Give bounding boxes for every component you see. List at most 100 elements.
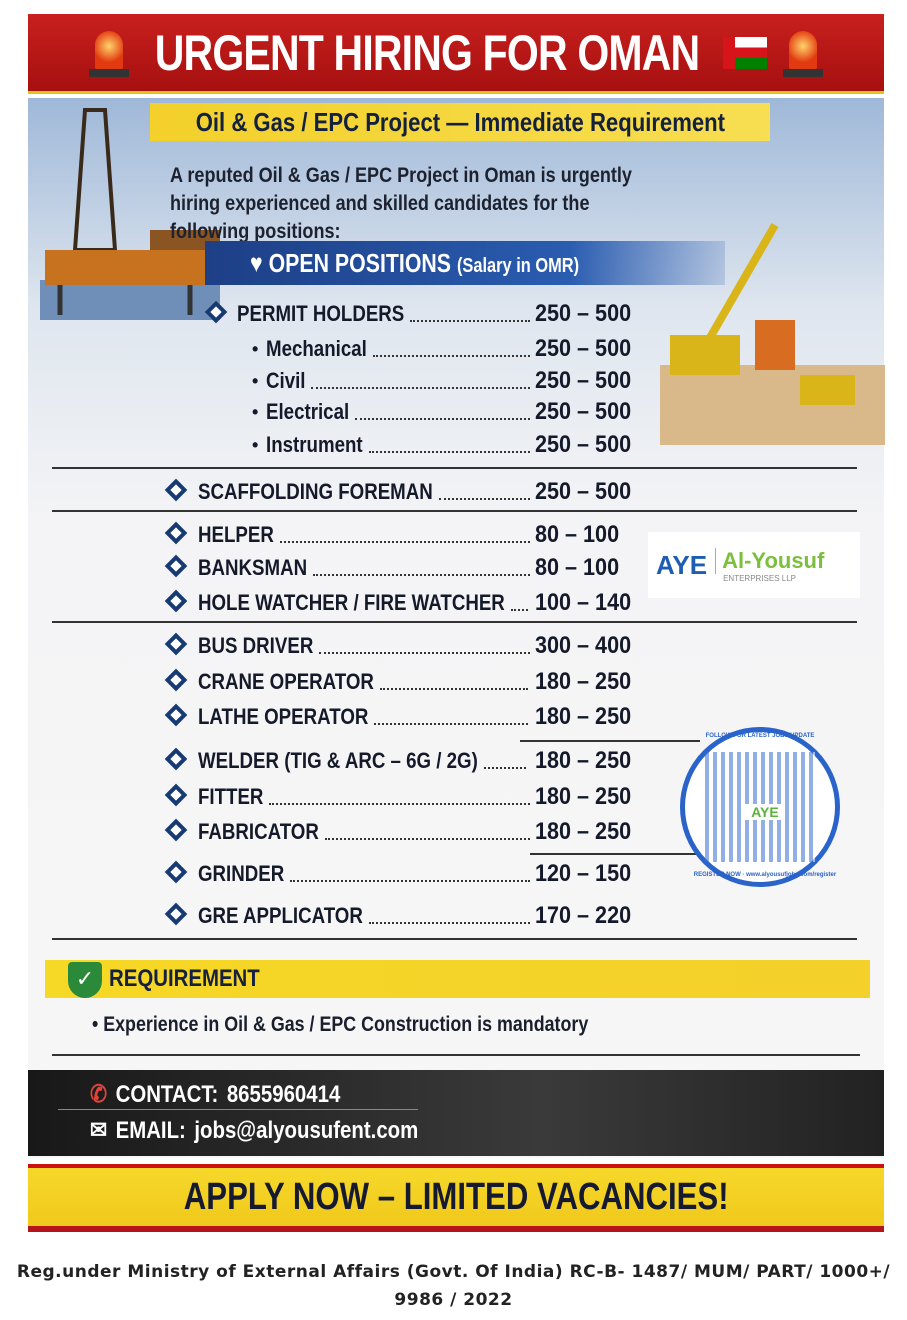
leader-dots	[269, 803, 530, 805]
qr-center-logo: AYE	[745, 804, 785, 820]
open-positions-banner: ♥ OPEN POSITIONS (Salary in OMR)	[205, 241, 725, 285]
position-title: FABRICATOR	[198, 819, 319, 844]
shield-check-icon: ✓	[68, 962, 102, 998]
oil-rig-image	[40, 108, 220, 320]
position-row: • Mechanical 250 – 500	[0, 333, 650, 365]
position-title: Mechanical	[266, 336, 367, 361]
leader-dots	[290, 880, 530, 882]
location-pin-icon: ♥	[250, 247, 269, 278]
position-row: PERMIT HOLDERS 250 – 500	[0, 298, 650, 330]
registration-footer: Reg.under Ministry of External Affairs (…	[0, 1258, 907, 1314]
bullet-icon: •	[252, 434, 259, 455]
position-salary: 180 – 250	[535, 783, 632, 810]
diamond-bullet-icon	[164, 478, 188, 502]
position-title: GRINDER	[198, 861, 285, 886]
requirement-item: • Experience in Oil & Gas / EPC Construc…	[92, 1013, 589, 1036]
requirement-title: REQUIREMENT	[109, 965, 260, 992]
logo-name: Al-Yousuf	[715, 547, 824, 574]
position-title: SCAFFOLDING FOREMAN	[198, 479, 433, 504]
diamond-bullet-icon	[164, 589, 188, 613]
divider	[52, 621, 857, 623]
email-label: EMAIL:	[115, 1116, 186, 1144]
intro-text: A reputed Oil & Gas / EPC Project in Oma…	[170, 164, 632, 243]
position-row: FITTER 180 – 250	[0, 781, 650, 813]
leader-dots	[311, 387, 530, 389]
bullet-icon: •	[252, 338, 259, 359]
position-row: LATHE OPERATOR 180 – 250	[0, 701, 650, 733]
position-title: BANKSMAN	[198, 555, 308, 580]
position-row: GRE APPLICATOR 170 – 220	[0, 900, 650, 932]
page-title: URGENT HIRING FOR OMAN	[154, 24, 700, 81]
siren-icon	[781, 27, 825, 79]
diamond-bullet-icon	[164, 860, 188, 884]
phone-label: CONTACT:	[115, 1080, 219, 1108]
position-row: HELPER 80 – 100	[0, 519, 650, 551]
position-title: FITTER	[198, 784, 264, 809]
requirement-banner: REQUIREMENT	[45, 960, 870, 998]
contact-phone-line: ✆ CONTACT: 8655960414	[90, 1080, 340, 1109]
position-row: WELDER (TIG & ARC – 6G / 2G) 180 – 250	[0, 745, 650, 777]
position-salary: 80 – 100	[535, 554, 620, 581]
position-salary: 180 – 250	[535, 668, 632, 695]
leader-dots	[483, 767, 526, 769]
diamond-bullet-icon	[164, 521, 188, 545]
leader-dots	[438, 498, 530, 500]
logo-mark: AYE	[656, 549, 708, 580]
divider	[52, 510, 857, 512]
leader-dots	[379, 688, 528, 690]
position-title: Electrical	[266, 399, 350, 424]
position-title: GRE APPLICATOR	[198, 903, 363, 928]
phone-icon: ✆	[90, 1081, 108, 1108]
leader-dots	[374, 723, 528, 725]
logo-subtitle: ENTERPRISES LLP	[723, 573, 796, 583]
position-salary: 120 – 150	[535, 860, 632, 887]
bullet-icon: •	[252, 401, 259, 422]
position-salary: 250 – 500	[535, 300, 632, 327]
position-row: SCAFFOLDING FOREMAN 250 – 500	[0, 476, 650, 508]
subtitle-banner: Oil & Gas / EPC Project — Immediate Requ…	[150, 103, 770, 141]
position-row: • Electrical 250 – 500	[0, 396, 650, 428]
position-salary: 250 – 500	[535, 335, 632, 362]
position-title: LATHE OPERATOR	[198, 704, 369, 729]
position-row: • Civil 250 – 500	[0, 365, 650, 397]
leader-dots	[510, 609, 528, 611]
diamond-bullet-icon	[164, 703, 188, 727]
qr-top-text: FOLLOW FOR LATEST JOBS UPDATE	[705, 733, 815, 739]
position-row: BUS DRIVER 300 – 400	[0, 630, 650, 662]
header-banner: URGENT HIRING FOR OMAN	[28, 14, 884, 94]
envelope-icon: ✉	[90, 1117, 108, 1144]
position-salary: 180 – 250	[535, 747, 632, 774]
oman-flag-icon	[723, 36, 768, 69]
position-title: WELDER (TIG & ARC – 6G / 2G)	[198, 748, 478, 773]
phone-number[interactable]: 8655960414	[226, 1080, 341, 1108]
position-row: HOLE WATCHER / FIRE WATCHER 100 – 140	[0, 587, 650, 619]
divider	[520, 740, 700, 742]
position-salary: 80 – 100	[535, 521, 620, 548]
diamond-bullet-icon	[164, 783, 188, 807]
position-title: PERMIT HOLDERS	[237, 301, 405, 326]
position-salary: 180 – 250	[535, 818, 632, 845]
position-salary: 180 – 250	[535, 703, 632, 730]
open-positions-title: OPEN POSITIONS	[268, 247, 452, 278]
company-logo: AYE Al-Yousuf ENTERPRISES LLP	[648, 532, 860, 598]
position-salary: 250 – 500	[535, 431, 632, 458]
divider	[52, 938, 857, 940]
footer-line-2: 9986 / 2022	[394, 1290, 513, 1310]
position-row: • Instrument 250 – 500	[0, 429, 650, 461]
leader-dots	[368, 451, 530, 453]
position-title: CRANE OPERATOR	[198, 669, 374, 694]
apply-now-banner: APPLY NOW – LIMITED VACANCIES!	[28, 1164, 884, 1232]
leader-dots	[355, 418, 530, 420]
crane-image	[660, 223, 885, 445]
footer-line-1: Reg.under Ministry of External Affairs (…	[16, 1262, 891, 1282]
diamond-bullet-icon	[164, 818, 188, 842]
diamond-bullet-icon	[164, 668, 188, 692]
position-title: HOLE WATCHER / FIRE WATCHER	[198, 590, 505, 615]
leader-dots	[372, 355, 530, 357]
qr-code[interactable]: AYE	[680, 727, 840, 887]
email-address[interactable]: jobs@alyousufent.com	[194, 1116, 419, 1144]
position-salary: 250 – 500	[535, 367, 632, 394]
position-title: Civil	[266, 368, 306, 393]
position-title: BUS DRIVER	[198, 633, 314, 658]
diamond-bullet-icon	[164, 554, 188, 578]
